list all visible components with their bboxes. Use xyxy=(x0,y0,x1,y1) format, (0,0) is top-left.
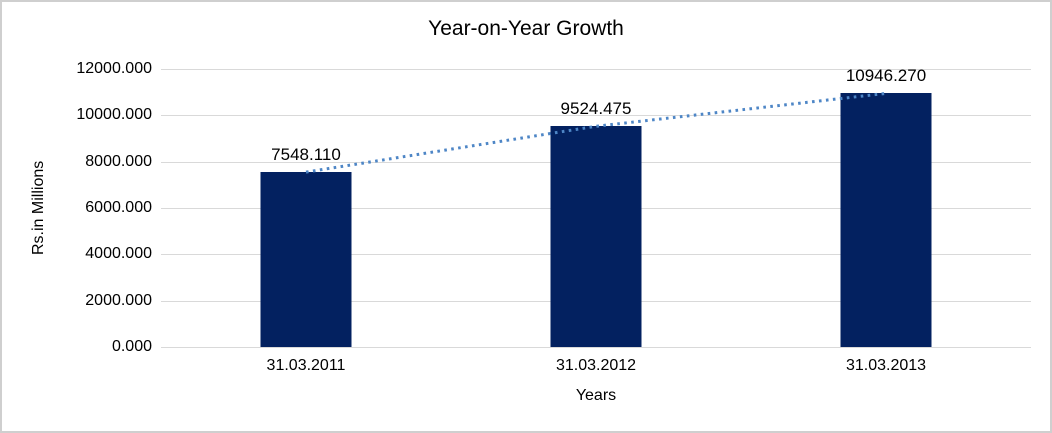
y-tick-label: 0.000 xyxy=(111,337,152,355)
y-tick-label: 10000.000 xyxy=(76,106,152,124)
category-slot: 9524.475 xyxy=(451,69,741,348)
x-tick-label: 31.03.2011 xyxy=(266,357,346,374)
bar-data-label: 7548.110 xyxy=(271,145,341,165)
x-axis-line xyxy=(161,346,1031,348)
trendline-path xyxy=(305,91,887,174)
y-tick-label: 8000.000 xyxy=(85,152,152,170)
bar-series: 7548.110 9524.475 10946.270 xyxy=(161,66,1031,348)
x-tick-label: 31.03.2012 xyxy=(555,357,637,374)
y-tick-label: 4000.000 xyxy=(85,245,152,263)
bar-2012 xyxy=(550,126,642,347)
gridline xyxy=(161,115,1031,117)
bar-data-label: 9524.475 xyxy=(560,99,632,119)
bar-2013 xyxy=(840,93,932,347)
x-axis-title: Years xyxy=(575,387,617,404)
y-tick-label: 12000.000 xyxy=(76,60,152,77)
chart-title: Year-on-Year Growth xyxy=(428,17,624,40)
x-tick-label: 31.03.2013 xyxy=(845,357,927,374)
y-axis-tick-labels: 12000.000 10000.000 8000.000 6000.000 40… xyxy=(2,60,152,356)
category-slot: 7548.110 xyxy=(161,69,451,348)
trendline xyxy=(305,91,887,174)
bar-data-label: 10946.270 xyxy=(845,66,927,86)
x-axis-tick-labels: 31.03.2011 31.03.2012 31.03.2013 xyxy=(161,356,1031,376)
plot-area: 7548.110 9524.475 10946.270 xyxy=(161,66,1031,348)
bar-2011 xyxy=(260,172,352,347)
y-tick-label: 2000.000 xyxy=(85,291,152,309)
y-tick-label: 6000.000 xyxy=(85,198,152,216)
category-slot: 10946.270 xyxy=(741,66,1031,348)
gridline xyxy=(161,69,1031,70)
